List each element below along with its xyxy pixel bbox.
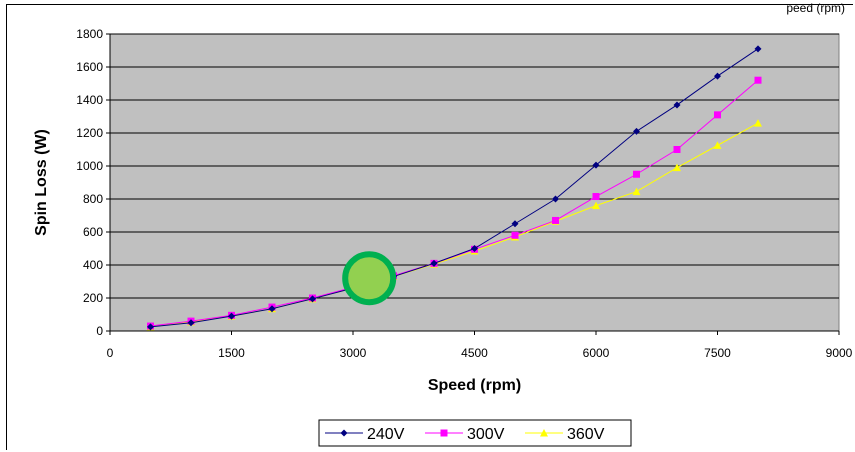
- data-point-360v: [632, 187, 641, 196]
- data-point-240v: [187, 319, 195, 327]
- data-point-300v: [673, 146, 681, 153]
- x-tick-label: 1500: [218, 346, 245, 360]
- y-tick-label: 0: [96, 324, 103, 338]
- series-240v: [147, 45, 762, 331]
- annotation: [342, 251, 397, 306]
- data-point-360v: [713, 141, 722, 149]
- data-point-300v: [633, 170, 640, 178]
- data-point-240v: [592, 161, 600, 169]
- x-tick-label: 9000: [826, 346, 853, 360]
- y-tick-label: 200: [83, 291, 103, 305]
- plot-area: [109, 33, 840, 332]
- legend-label: 300V: [467, 426, 505, 443]
- data-point-360v: [592, 201, 600, 210]
- data-point-300v: [754, 76, 762, 84]
- legend-marker: [340, 429, 348, 437]
- y-tick-label: 600: [83, 225, 103, 239]
- data-point-300v: [552, 216, 559, 224]
- data-point-360v: [673, 163, 681, 172]
- y-tick-label: 400: [83, 258, 103, 272]
- data-point-240v: [471, 245, 478, 252]
- legend-item-240v: 240V: [325, 426, 405, 443]
- data-point-300v: [511, 231, 519, 239]
- annotation-circle: [342, 251, 397, 306]
- y-axis-title: Spin Loss (W): [33, 129, 50, 236]
- y-tick-labels: 0 200 400 600 800 1000 1200 1400 1600 1800: [76, 27, 103, 338]
- gridlines: [106, 33, 840, 335]
- data-point-240v: [714, 72, 721, 80]
- x-tick-label: 0: [107, 346, 114, 360]
- y-tick-label: 1000: [76, 159, 103, 173]
- legend-label: 360V: [567, 426, 605, 443]
- x-tick-label: 4500: [461, 346, 488, 360]
- y-tick-label: 1200: [76, 126, 103, 140]
- data-point-240v: [673, 101, 681, 109]
- data-point-240v: [309, 295, 316, 303]
- x-axis-title: Speed (rpm): [428, 377, 521, 394]
- legend-marker: [540, 429, 548, 437]
- x-tick-label: 7500: [704, 346, 731, 360]
- data-point-240v: [633, 127, 640, 135]
- data-point-240v: [268, 305, 276, 313]
- series-line-240v: [150, 48, 759, 328]
- data-point-360v: [754, 119, 762, 127]
- y-tick-label: 1400: [76, 93, 103, 107]
- legend-label: 240V: [367, 426, 405, 443]
- data-point-240v: [147, 323, 154, 331]
- legend-box: [318, 419, 632, 447]
- data-point-240v: [754, 45, 762, 53]
- legend: 240V 300V 360V: [318, 419, 632, 447]
- x-tick-label: 3000: [340, 346, 367, 360]
- clipped-corner-text: peed (rpm): [786, 1, 845, 15]
- legend-marker: [440, 429, 448, 437]
- data-point-300v: [592, 193, 600, 201]
- y-tick-label: 1600: [76, 60, 103, 74]
- x-tick-labels: 0 1500 3000 4500 6000 7500 9000: [107, 346, 853, 360]
- data-point-240v: [228, 312, 235, 320]
- legend-item-360v: 360V: [525, 426, 605, 443]
- series-lines: [146, 45, 762, 331]
- data-point-240v: [552, 195, 559, 203]
- data-point-300v: [714, 111, 721, 119]
- x-tick-label: 6000: [583, 346, 610, 360]
- y-tick-label: 1800: [76, 27, 103, 41]
- data-point-240v: [430, 259, 438, 267]
- chart-frame: [6, 4, 853, 450]
- data-point-240v: [511, 220, 519, 228]
- y-tick-label: 800: [83, 192, 103, 206]
- legend-item-300v: 300V: [425, 426, 505, 443]
